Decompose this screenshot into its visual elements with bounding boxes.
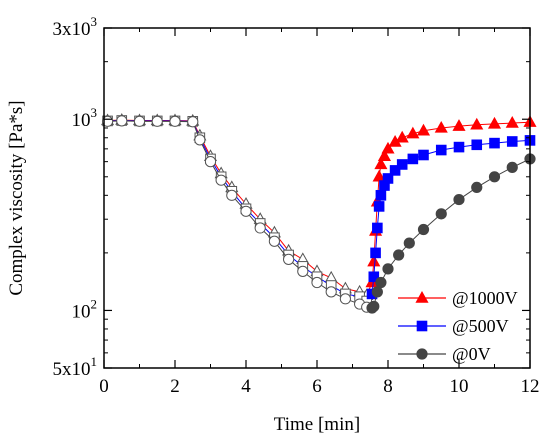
x-tick-label: 12 (521, 376, 540, 397)
data-point (368, 300, 380, 312)
data-point (377, 149, 392, 161)
y-tick-label: 103 (72, 105, 98, 131)
data-point (407, 153, 419, 165)
data-point (215, 174, 227, 186)
data-point (389, 165, 401, 176)
data-point (375, 276, 387, 289)
data-point (435, 208, 447, 220)
plot-marks (100, 113, 537, 314)
y-tick-exponent: 3 (91, 14, 98, 29)
data-point (116, 115, 128, 127)
y-tick-base: 3x10 (53, 19, 91, 40)
x-tick-label: 2 (170, 376, 180, 397)
data-point (226, 189, 238, 201)
data-point (297, 265, 309, 278)
data-point (311, 276, 323, 289)
legend-marker (415, 290, 429, 303)
legend-label: @0V (452, 344, 491, 364)
legend-marker (416, 320, 428, 332)
data-point (418, 149, 429, 161)
y-tick-base: 10 (72, 301, 91, 322)
data-point (489, 137, 500, 149)
y-tick-exponent: 3 (91, 105, 98, 120)
data-point (371, 286, 383, 298)
data-point (187, 116, 199, 128)
y-axis-label: Complex viscosity [Pa*s] (6, 100, 27, 295)
legend-label: @500V (452, 316, 509, 336)
data-point (151, 115, 163, 127)
data-point (470, 117, 484, 130)
legend-label: @1000V (452, 288, 518, 308)
x-tick-label: 0 (99, 376, 109, 397)
data-point (268, 235, 280, 247)
data-point (506, 136, 518, 147)
x-tick-label: 4 (241, 376, 251, 397)
data-point (368, 271, 380, 283)
x-axis-label: Time [min] (274, 414, 360, 435)
data-point (471, 139, 483, 151)
y-tick-base: 10 (72, 110, 91, 131)
data-point (374, 157, 388, 170)
data-point (382, 173, 394, 184)
data-point (453, 141, 465, 153)
data-point (395, 130, 409, 143)
y-tick-label: 3x103 (53, 14, 98, 40)
data-point (133, 115, 146, 127)
data-point (453, 193, 465, 206)
data-point (406, 126, 420, 139)
x-tick-label: 8 (383, 376, 393, 397)
data-point (373, 201, 385, 212)
data-point (434, 120, 448, 133)
data-point (370, 247, 381, 259)
data-point (488, 171, 501, 183)
data-point (367, 254, 381, 267)
y-tick-label: 102 (72, 296, 98, 322)
x-tick-label: 10 (450, 376, 469, 397)
data-point (382, 263, 394, 275)
data-point (487, 116, 502, 129)
data-point (506, 161, 518, 173)
data-point (325, 286, 337, 298)
data-point (452, 119, 466, 131)
data-point (381, 141, 395, 154)
data-point (204, 156, 217, 168)
data-point (403, 237, 415, 249)
legend-marker (416, 348, 428, 360)
x-tick-label: 6 (312, 376, 322, 397)
data-point (372, 222, 383, 234)
data-point (416, 123, 431, 136)
series-line (107, 120, 531, 309)
data-point (283, 253, 295, 265)
data-point (375, 190, 387, 201)
series-circle (101, 115, 536, 314)
data-point (372, 169, 386, 182)
data-point (240, 205, 252, 217)
data-point (393, 249, 405, 261)
data-point (194, 134, 206, 146)
data-point (435, 144, 447, 156)
data-point (505, 116, 519, 128)
y-tick-exponent: 2 (91, 296, 98, 311)
data-point (339, 293, 351, 305)
y-tick-base: 5x10 (53, 359, 91, 380)
data-point (471, 181, 483, 194)
data-point (169, 115, 181, 127)
y-tick-label: 5x101 (53, 354, 98, 380)
data-point (396, 159, 408, 170)
legend: @1000V @500V @0V (398, 288, 518, 364)
data-point (254, 222, 266, 234)
y-tick-exponent: 1 (91, 354, 98, 369)
data-point (417, 223, 430, 236)
